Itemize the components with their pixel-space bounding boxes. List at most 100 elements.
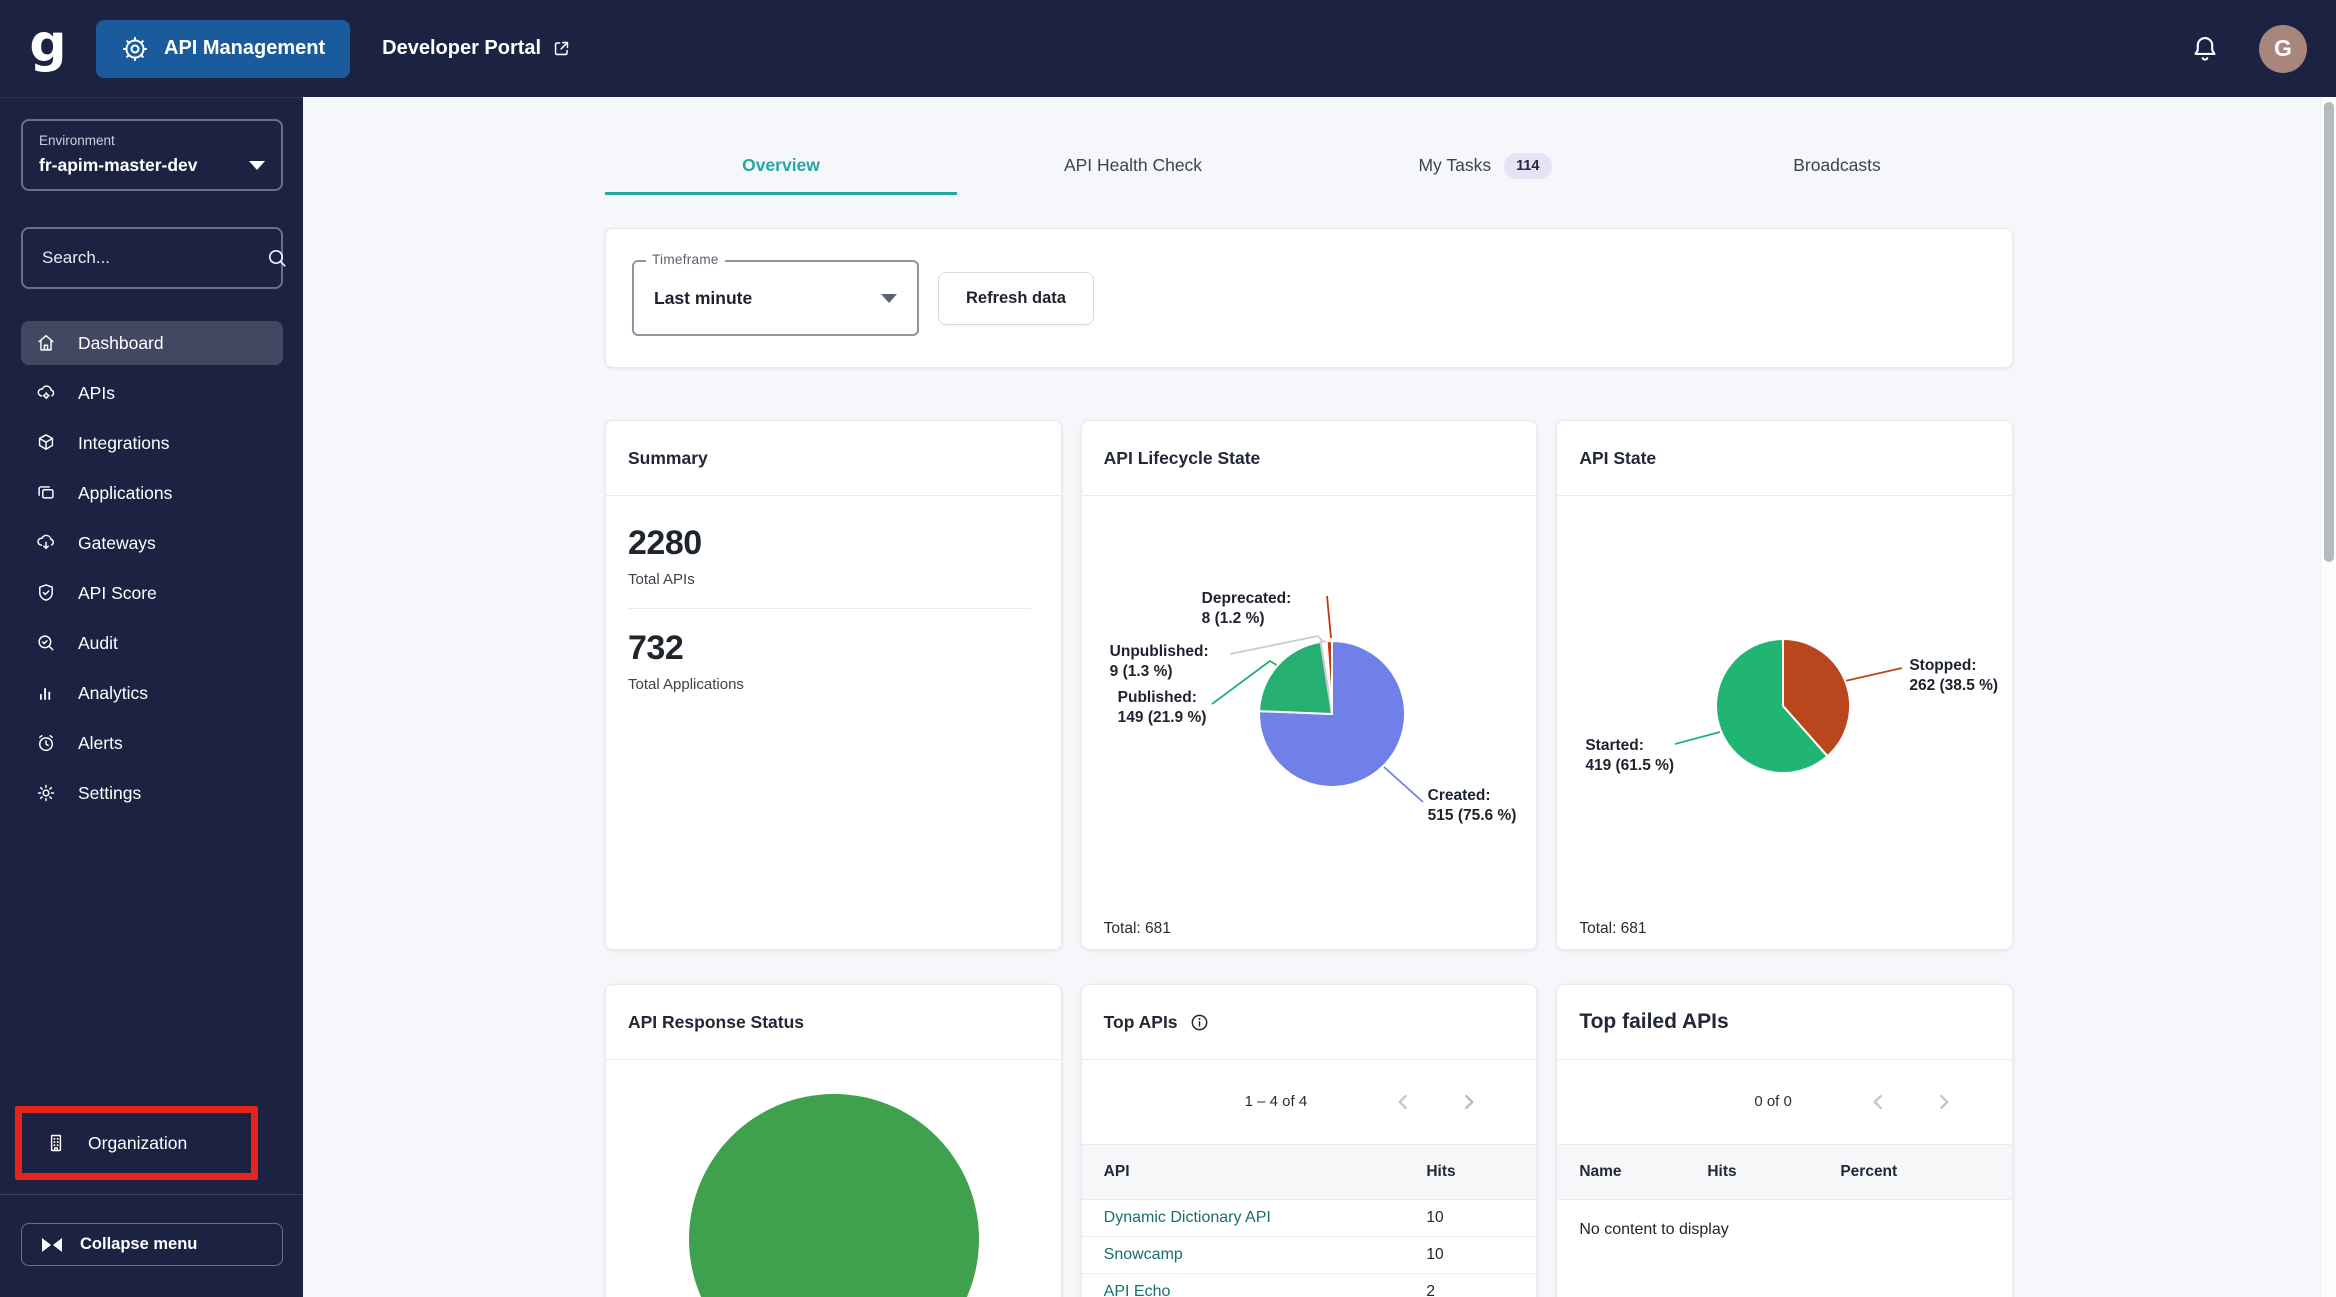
tab-my-tasks[interactable]: My Tasks 114 (1309, 139, 1661, 195)
api-state-card: API State Stopped: 262 (38.5 %) Started: 4… (1556, 420, 2013, 950)
sidebar-item-organization[interactable]: Organization (22, 1113, 251, 1173)
table-row: Dynamic Dictionary API 10 (1081, 1200, 1537, 1237)
sidebar-item-label: API Score (78, 582, 157, 603)
sidebar-item-dashboard[interactable]: Dashboard (21, 321, 283, 365)
sidebar-item-apis[interactable]: APIs (21, 371, 283, 415)
chevron-down-icon (249, 161, 265, 170)
tab-broadcasts[interactable]: Broadcasts (1661, 139, 2013, 195)
refresh-data-button[interactable]: Refresh data (938, 271, 1094, 325)
cloud-gear-icon (35, 382, 57, 404)
search-icon (265, 246, 289, 270)
card-title: Summary (606, 421, 1061, 496)
sidebar-item-label: Integrations (78, 432, 170, 453)
tab-label: Overview (742, 155, 820, 175)
state-total: Total: 681 (1579, 920, 1647, 937)
sidebar-item-label: Dashboard (78, 332, 164, 353)
next-page-icon[interactable] (1456, 1089, 1482, 1115)
table-header: Name Hits Percent (1557, 1145, 2012, 1200)
total-applications-value: 732 (628, 629, 684, 667)
previous-page-icon[interactable] (1390, 1089, 1416, 1115)
state-pie-chart (1675, 637, 1903, 774)
sidebar-item-label: Applications (78, 482, 173, 503)
user-avatar[interactable]: G (2259, 24, 2307, 73)
top-failed-apis-card: Top failed APIs 0 of 0 Name Hits Percent… (1556, 984, 2013, 1297)
tab-api-health-check[interactable]: API Health Check (957, 139, 1309, 195)
card-title: Top failed APIs (1557, 985, 2012, 1060)
paginator: 1 – 4 of 4 (1081, 1060, 1537, 1145)
table-row: API Echo 2 (1082, 1274, 1537, 1297)
sidebar-search (21, 227, 286, 289)
previous-page-icon[interactable] (1865, 1089, 1891, 1115)
top-apis-card: Top APIs 1 – 4 of 4 API Hits (1080, 984, 1538, 1297)
card-title: API State (1557, 421, 2012, 496)
api-management-label: API Management (164, 37, 326, 59)
topbar: g API Management Developer Portal G (0, 0, 2336, 97)
hits-value: 10 (1426, 1246, 1444, 1263)
sidebar-item-api-score[interactable]: API Score (21, 571, 283, 615)
sidebar-nav: Dashboard APIs Integrations Applications Gat… (0, 321, 303, 815)
sidebar-item-analytics[interactable]: Analytics (21, 671, 283, 715)
sidebar-item-label: Audit (78, 632, 118, 653)
pie-label-published: Published: 149 (21.9 %) (1117, 689, 1207, 727)
gravitee-logo: g (29, 14, 67, 75)
sidebar-item-label: APIs (78, 382, 115, 403)
alarm-clock-icon (35, 732, 57, 754)
notifications-bell-icon[interactable] (2189, 33, 2221, 65)
scrollbar-thumb[interactable] (2324, 102, 2334, 562)
sidebar-item-integrations[interactable]: Integrations (21, 421, 283, 465)
collapse-menu-label: Collapse menu (80, 1235, 198, 1253)
sidebar-item-gateways[interactable]: Gateways (21, 521, 283, 565)
api-response-status-card: API Response Status (605, 984, 1062, 1297)
main-content: Overview API Health Check My Tasks 114 Broad… (303, 97, 2320, 1297)
search-check-icon (35, 632, 57, 654)
sidebar-divider (0, 1194, 303, 1195)
pie-label-deprecated: Deprecated: 8 (1.2 %) (1201, 590, 1292, 628)
vertical-scrollbar (2320, 97, 2336, 1297)
total-apis-value: 2280 (628, 524, 702, 562)
sidebar-item-audit[interactable]: Audit (21, 621, 283, 665)
card-title: API Response Status (606, 985, 1061, 1060)
sidebar-item-applications[interactable]: Applications (21, 471, 283, 515)
next-page-icon[interactable] (1931, 1089, 1957, 1115)
search-input[interactable] (40, 247, 265, 269)
paginator-range: 0 of 0 (1754, 1093, 1792, 1110)
sidebar: Environment fr-apim-master-dev Dashboard… (0, 97, 303, 1297)
pie-label-started: Started: 419 (61.5 %) (1585, 737, 1675, 775)
gear-badge-icon (121, 35, 149, 63)
shield-check-icon (35, 582, 57, 604)
card-title: Top APIs (1081, 985, 1537, 1060)
tab-label: API Health Check (1063, 155, 1203, 175)
api-management-button[interactable]: API Management (96, 19, 351, 78)
tab-label: Broadcasts (1793, 155, 1881, 175)
tab-label: My Tasks (1418, 155, 1492, 175)
paginator: 0 of 0 (1557, 1060, 2012, 1145)
empty-state-message: No content to display (1579, 1221, 1729, 1238)
response-status-pie (689, 1094, 979, 1297)
total-apis-label: Total APIs (628, 571, 695, 588)
pie-label-unpublished: Unpublished: 9 (1.3 %) (1109, 643, 1209, 681)
hits-value: 2 (1426, 1283, 1435, 1297)
timeframe-label: Timeframe (646, 252, 725, 267)
api-link[interactable]: Snowcamp (1103, 1246, 1183, 1263)
external-link-icon (552, 39, 571, 58)
collapse-icon (42, 1237, 62, 1252)
timeframe-select[interactable]: Timeframe Last minute (632, 252, 919, 336)
lifecycle-total: Total: 681 (1103, 920, 1171, 937)
hits-value: 10 (1426, 1209, 1444, 1226)
developer-portal-link[interactable]: Developer Portal (382, 37, 571, 60)
tab-overview[interactable]: Overview (605, 139, 957, 195)
topbar-actions: G (2189, 24, 2336, 73)
api-link[interactable]: Dynamic Dictionary API (1103, 1209, 1271, 1226)
timeframe-value: Last minute (654, 287, 753, 308)
sidebar-item-label: Gateways (78, 532, 156, 553)
sidebar-item-settings[interactable]: Settings (21, 771, 283, 815)
chevron-down-icon (881, 293, 897, 303)
api-link[interactable]: API Echo (1103, 1283, 1171, 1297)
info-icon[interactable] (1189, 1012, 1210, 1033)
divider (628, 608, 1031, 609)
building-icon (45, 1132, 67, 1154)
sidebar-item-alerts[interactable]: Alerts (21, 721, 283, 765)
collapse-menu-button[interactable]: Collapse menu (21, 1223, 283, 1266)
environment-selector[interactable]: Environment fr-apim-master-dev (21, 119, 283, 191)
home-icon (35, 332, 57, 354)
